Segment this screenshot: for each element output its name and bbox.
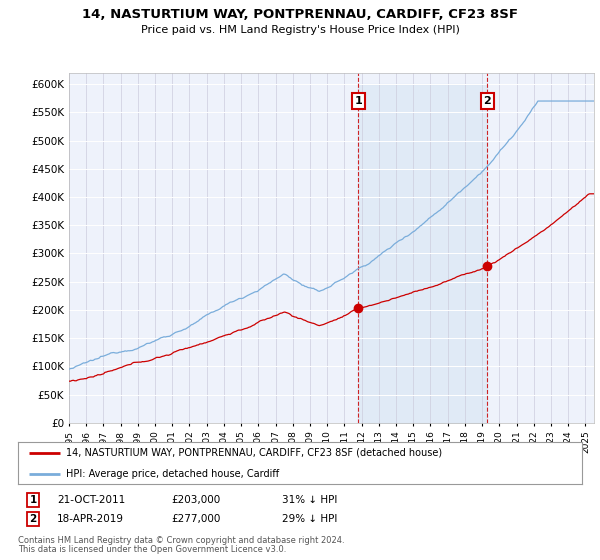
Text: Contains HM Land Registry data © Crown copyright and database right 2024.: Contains HM Land Registry data © Crown c… — [18, 536, 344, 545]
Text: 14, NASTURTIUM WAY, PONTPRENNAU, CARDIFF, CF23 8SF: 14, NASTURTIUM WAY, PONTPRENNAU, CARDIFF… — [82, 8, 518, 21]
Text: 18-APR-2019: 18-APR-2019 — [57, 514, 124, 524]
Text: 14, NASTURTIUM WAY, PONTPRENNAU, CARDIFF, CF23 8SF (detached house): 14, NASTURTIUM WAY, PONTPRENNAU, CARDIFF… — [66, 448, 442, 458]
Text: 1: 1 — [355, 96, 362, 106]
Text: 2: 2 — [29, 514, 37, 524]
Text: £277,000: £277,000 — [171, 514, 220, 524]
Text: 31% ↓ HPI: 31% ↓ HPI — [282, 495, 337, 505]
Text: Price paid vs. HM Land Registry's House Price Index (HPI): Price paid vs. HM Land Registry's House … — [140, 25, 460, 35]
Text: 21-OCT-2011: 21-OCT-2011 — [57, 495, 125, 505]
Text: 2: 2 — [484, 96, 491, 106]
Text: This data is licensed under the Open Government Licence v3.0.: This data is licensed under the Open Gov… — [18, 545, 286, 554]
Text: £203,000: £203,000 — [171, 495, 220, 505]
Text: HPI: Average price, detached house, Cardiff: HPI: Average price, detached house, Card… — [66, 469, 279, 479]
Text: 29% ↓ HPI: 29% ↓ HPI — [282, 514, 337, 524]
Text: 1: 1 — [29, 495, 37, 505]
